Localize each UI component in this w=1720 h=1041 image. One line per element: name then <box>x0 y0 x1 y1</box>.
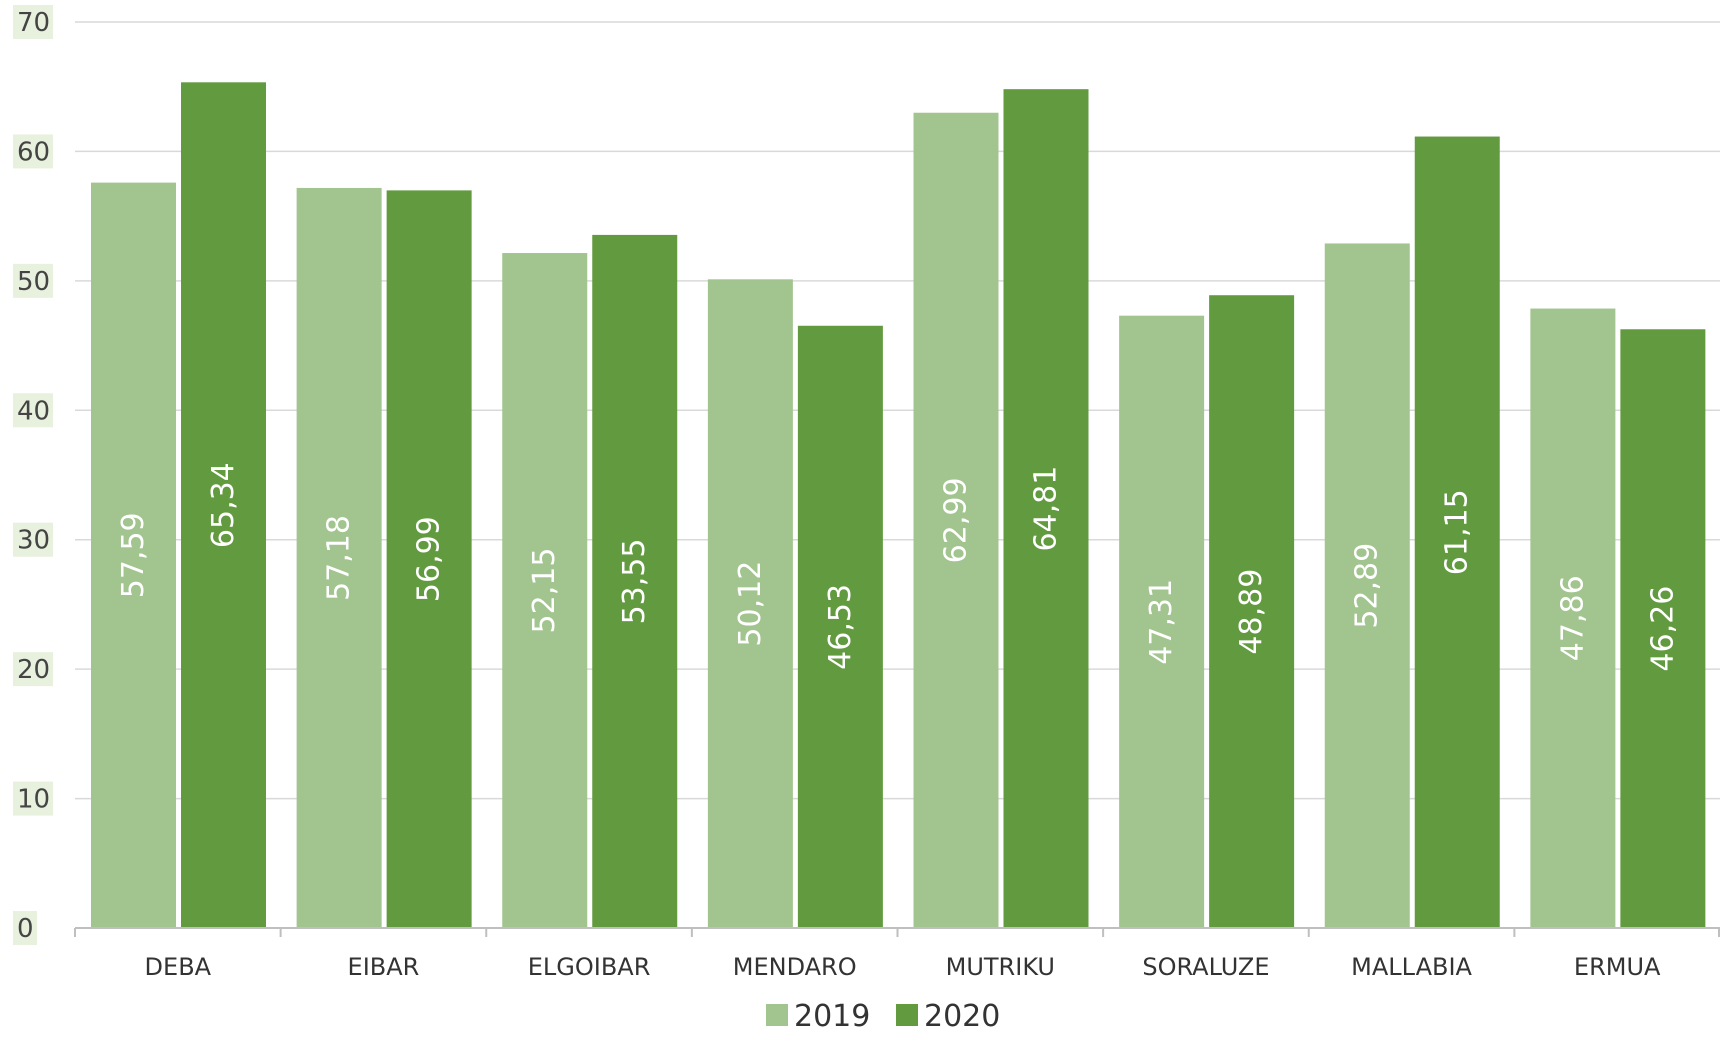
data-label: 52,15 <box>527 548 562 634</box>
y-tick-label: 60 <box>17 137 50 167</box>
y-tick-label: 10 <box>17 785 50 815</box>
data-label: 64,81 <box>1029 466 1064 552</box>
y-axis-ticks: 0 10 20 30 40 50 60 70 <box>13 5 53 945</box>
data-label: 57,59 <box>116 512 151 598</box>
y-tick-label: 0 <box>17 914 34 944</box>
legend: 2019 2020 <box>766 999 1000 1034</box>
data-label: 47,31 <box>1144 579 1179 665</box>
legend-swatch-2019 <box>766 1004 788 1026</box>
data-label: 47,86 <box>1555 575 1590 661</box>
y-tick-background <box>13 393 53 428</box>
y-tick-label: 40 <box>17 396 50 426</box>
x-category-label: ELGOIBAR <box>528 953 651 981</box>
data-label: 65,34 <box>206 462 241 548</box>
data-label: 46,26 <box>1645 586 1680 672</box>
bars: 57,59 65,34 57,18 56,99 52,15 53,55 50,12 46,53… <box>91 82 1706 929</box>
bar-2020 <box>1620 329 1706 928</box>
x-category-label: SORALUZE <box>1142 953 1269 981</box>
legend-swatch-2020 <box>896 1004 918 1026</box>
x-category-label: MENDARO <box>733 953 857 981</box>
bar-2019 <box>91 182 176 928</box>
bar-2020 <box>1414 136 1500 928</box>
y-tick-label: 20 <box>17 655 50 685</box>
y-tick-label: 70 <box>17 8 50 38</box>
y-tick-label: 50 <box>17 267 50 297</box>
data-label: 46,53 <box>823 584 858 670</box>
x-category-label: EIBAR <box>348 953 420 981</box>
bar-2019 <box>707 279 793 929</box>
x-category-label: ERMUA <box>1574 953 1661 981</box>
y-tick-label: 30 <box>17 526 50 556</box>
y-tick-background <box>13 134 53 169</box>
y-tick-background <box>13 263 53 298</box>
y-tick-background <box>13 911 37 945</box>
y-tick-background <box>13 522 53 557</box>
bar-2020 <box>797 325 883 928</box>
bar-2020 <box>181 82 266 928</box>
bar-2019 <box>296 187 382 928</box>
bar-2020 <box>592 234 678 928</box>
x-category-label: MALLABIA <box>1351 953 1472 981</box>
data-label: 52,89 <box>1350 543 1385 629</box>
y-tick-background <box>13 781 53 816</box>
y-tick-background <box>13 5 53 39</box>
data-label: 61,15 <box>1440 489 1475 575</box>
legend-label: 2019 <box>794 999 870 1034</box>
x-category-label: DEBA <box>145 953 212 981</box>
bar-2019 <box>1324 243 1410 929</box>
x-axis: DEBA EIBAR ELGOIBAR MENDARO MUTRIKU SORALUZE M… <box>74 927 1720 981</box>
data-label: 56,99 <box>412 516 447 602</box>
bar-2020 <box>1003 89 1089 928</box>
bar-2020 <box>1209 295 1295 928</box>
data-label: 62,99 <box>939 477 974 563</box>
x-category-label: MUTRIKU <box>946 953 1055 981</box>
data-label: 57,18 <box>322 515 357 601</box>
data-label: 53,55 <box>617 539 652 625</box>
bar-2019 <box>502 253 588 928</box>
bar-2019 <box>1119 315 1205 928</box>
data-label: 50,12 <box>733 561 768 647</box>
bar-2020 <box>386 190 472 928</box>
y-tick-background <box>13 652 53 687</box>
bar-2019 <box>1530 308 1616 928</box>
data-label: 48,89 <box>1234 569 1269 655</box>
bar-2019 <box>913 112 999 928</box>
legend-label: 2020 <box>924 999 1000 1034</box>
